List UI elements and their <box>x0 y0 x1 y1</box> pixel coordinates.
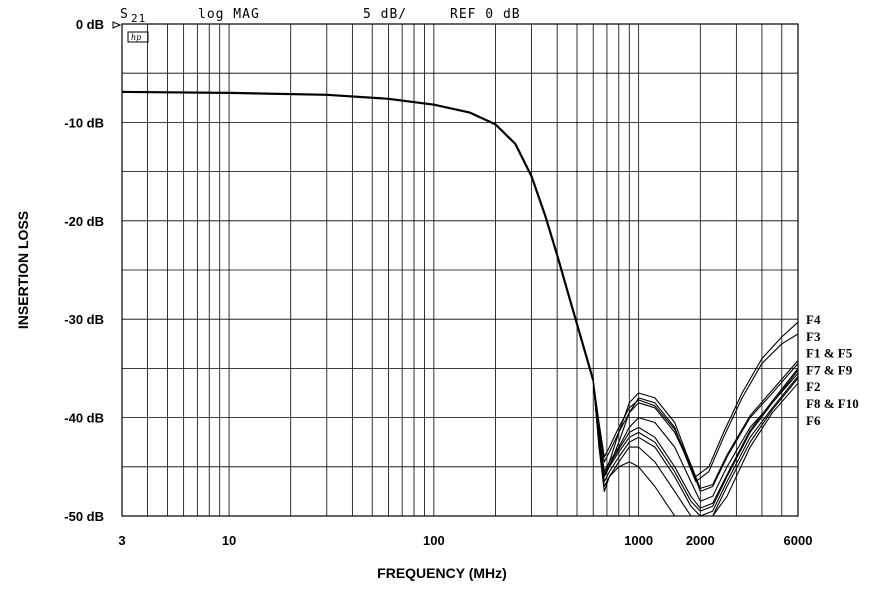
y-tick-label: -10 dB <box>64 115 104 130</box>
series-line-f8 <box>592 375 799 517</box>
hp-logo-box <box>127 31 149 43</box>
curves <box>121 90 799 517</box>
y-tick-label: -30 dB <box>64 312 104 327</box>
legend-entry: F3 <box>806 329 821 344</box>
x-tick-labels: 3 10 100 1000 2000 6000 <box>118 533 812 548</box>
legend-entry: F8 & F10 <box>806 396 859 411</box>
header-param: S <box>120 7 129 22</box>
x-tick-label: 1000 <box>624 533 653 548</box>
legend-entry: F2 <box>806 379 820 394</box>
x-tick-label: 100 <box>423 533 445 548</box>
reference-marker <box>112 21 122 29</box>
series-line-f4 <box>592 321 799 478</box>
series-line-f7 <box>592 370 799 512</box>
header-ref: REF 0 dB <box>450 7 521 22</box>
passband-curve <box>121 90 595 381</box>
y-tick-label: -20 dB <box>64 214 104 229</box>
header-param-sub: 21 <box>131 12 146 25</box>
header-format: log MAG <box>198 7 260 22</box>
y-tick-label: -40 dB <box>64 411 104 426</box>
x-tick-label: 10 <box>222 533 236 548</box>
series-line-f10 <box>592 377 799 517</box>
x-tick-label: 3 <box>118 533 125 548</box>
series-line-f1 <box>592 363 799 492</box>
x-tick-label: 2000 <box>686 533 715 548</box>
header-scale: 5 dB/ <box>363 7 407 22</box>
legend-entry: F7 & F9 <box>806 362 853 377</box>
hp-logo: hp <box>131 33 141 42</box>
y-axis-label: INSERTION LOSS <box>15 211 31 329</box>
chart-header: S 21 log MAG 5 dB/ REF 0 dB hp <box>112 7 521 43</box>
y-tick-label: -50 dB <box>64 509 104 524</box>
legend-entry: F6 <box>806 413 821 428</box>
grid <box>121 23 799 517</box>
x-axis-label: FREQUENCY (MHz) <box>377 565 507 581</box>
y-tick-labels: 0 dB -10 dB -20 dB -30 dB -40 dB -50 dB <box>64 17 104 524</box>
series-line-f6 <box>592 380 799 517</box>
series-line-f9 <box>592 368 799 509</box>
y-tick-label: 0 dB <box>76 17 104 32</box>
series-line-f5 <box>592 360 799 489</box>
legend-entry: F4 <box>806 312 821 327</box>
legend-entry: F1 & F5 <box>806 346 853 361</box>
x-tick-label: 6000 <box>784 533 813 548</box>
